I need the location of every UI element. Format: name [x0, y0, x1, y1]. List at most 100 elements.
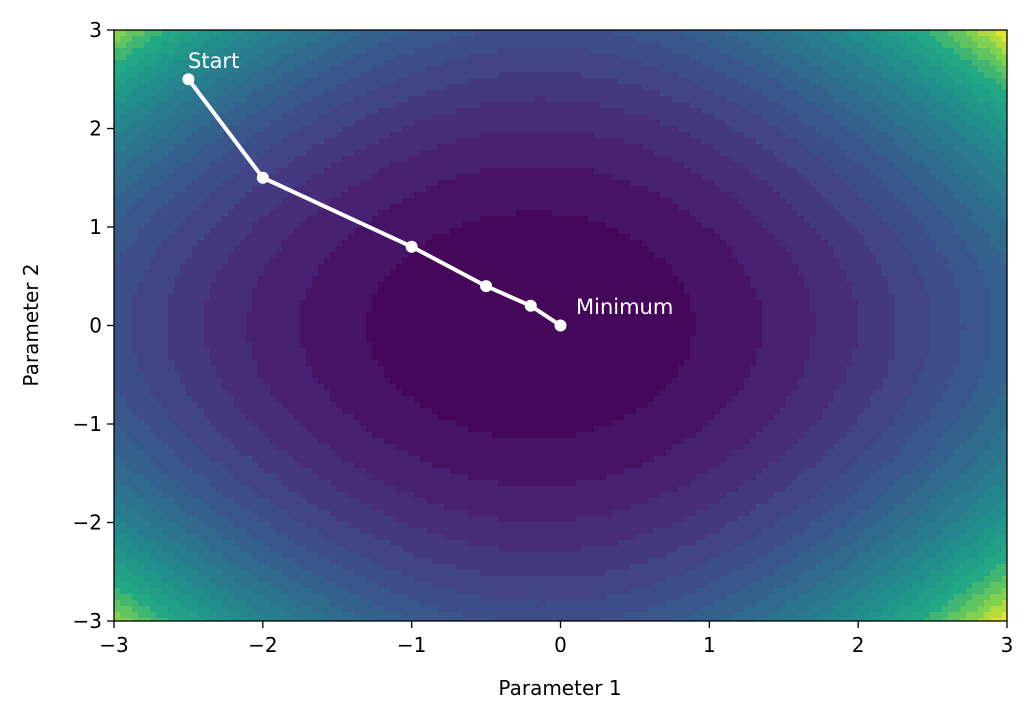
contour-cell: [354, 606, 361, 613]
contour-cell: [240, 240, 247, 247]
contour-cell: [384, 30, 391, 37]
contour-cell: [318, 354, 325, 361]
contour-cell: [300, 180, 307, 187]
contour-cell: [162, 90, 169, 97]
contour-cell: [402, 48, 409, 55]
contour-cell: [288, 114, 295, 121]
contour-cell: [402, 84, 409, 91]
contour-cell: [414, 306, 421, 313]
contour-cell: [408, 456, 415, 463]
contour-cell: [168, 210, 175, 217]
contour-cell: [366, 576, 373, 583]
contour-cell: [414, 54, 421, 61]
contour-cell: [216, 198, 223, 205]
contour-cell: [306, 372, 313, 379]
contour-cell: [264, 432, 271, 439]
contour-cell: [210, 174, 217, 181]
contour-cell: [132, 234, 139, 241]
contour-cell: [150, 390, 157, 397]
contour-cell: [150, 492, 157, 499]
contour-cell: [306, 480, 313, 487]
contour-cell: [246, 456, 253, 463]
contour-cell: [156, 354, 163, 361]
contour-cell: [252, 90, 259, 97]
contour-cell: [126, 606, 133, 613]
contour-cell: [396, 462, 403, 469]
contour-cell: [240, 480, 247, 487]
contour-cell: [282, 354, 289, 361]
contour-cell: [282, 594, 289, 601]
contour-cell: [384, 510, 391, 517]
contour-cell: [126, 270, 133, 277]
contour-cell: [324, 450, 331, 457]
contour-cell: [336, 414, 343, 421]
contour-cell: [294, 198, 301, 205]
contour-cell: [132, 480, 139, 487]
contour-cell: [246, 258, 253, 265]
contour-cell: [264, 366, 271, 373]
contour-cell: [414, 204, 421, 211]
contour-cell: [300, 30, 307, 37]
contour-cell: [312, 162, 319, 169]
contour-cell: [114, 462, 121, 469]
contour-cell: [330, 348, 337, 355]
contour-cell: [276, 198, 283, 205]
contour-cell: [390, 300, 397, 307]
contour-cell: [348, 168, 355, 175]
contour-cell: [198, 84, 205, 91]
contour-cell: [342, 408, 349, 415]
contour-cell: [222, 318, 229, 325]
contour-cell: [192, 162, 199, 169]
contour-cell: [180, 150, 187, 157]
contour-cell: [378, 330, 385, 337]
contour-cell: [396, 594, 403, 601]
contour-cell: [228, 498, 235, 505]
contour-cell: [216, 270, 223, 277]
contour-cell: [228, 60, 235, 67]
contour-cell: [144, 48, 151, 55]
contour-cell: [342, 186, 349, 193]
contour-cell: [330, 558, 337, 565]
contour-cell: [414, 258, 421, 265]
contour-cell: [294, 288, 301, 295]
contour-cell: [252, 270, 259, 277]
contour-cell: [276, 468, 283, 475]
contour-cell: [258, 258, 265, 265]
contour-cell: [132, 120, 139, 127]
contour-cell: [384, 306, 391, 313]
contour-cell: [180, 90, 187, 97]
contour-cell: [150, 462, 157, 469]
contour-cell: [120, 324, 127, 331]
contour-cell: [180, 432, 187, 439]
contour-cell: [144, 108, 151, 115]
contour-cell: [288, 600, 295, 607]
contour-cell: [204, 108, 211, 115]
contour-cell: [324, 60, 331, 67]
contour-cell: [300, 330, 307, 337]
contour-cell: [180, 426, 187, 433]
contour-cell: [126, 150, 133, 157]
contour-cell: [330, 180, 337, 187]
contour-cell: [120, 36, 127, 43]
contour-cell: [270, 78, 277, 85]
contour-cell: [168, 456, 175, 463]
contour-cell: [330, 168, 337, 175]
contour-cell: [294, 48, 301, 55]
contour-cell: [390, 204, 397, 211]
contour-cell: [288, 534, 295, 541]
contour-cell: [144, 42, 151, 49]
contour-cell: [396, 90, 403, 97]
contour-cell: [354, 90, 361, 97]
contour-cell: [324, 438, 331, 445]
contour-cell: [162, 366, 169, 373]
contour-cell: [408, 216, 415, 223]
contour-cell: [156, 360, 163, 367]
contour-cell: [324, 192, 331, 199]
contour-cell: [360, 426, 367, 433]
contour-cell: [204, 342, 211, 349]
contour-cell: [198, 66, 205, 73]
contour-cell: [138, 540, 145, 547]
contour-cell: [210, 468, 217, 475]
contour-cell: [336, 138, 343, 145]
contour-cell: [198, 522, 205, 529]
